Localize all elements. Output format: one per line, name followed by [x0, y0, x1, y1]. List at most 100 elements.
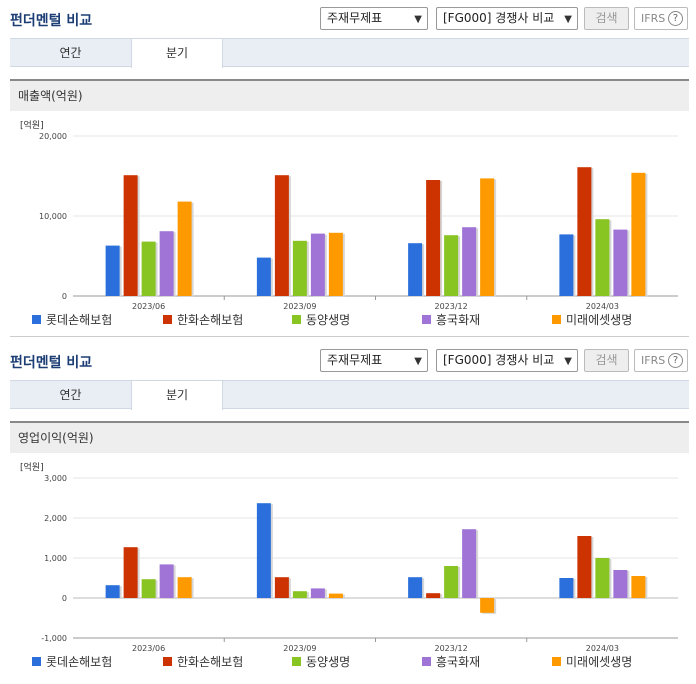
legend-swatch [32, 657, 41, 666]
legend-swatch [292, 657, 301, 666]
bar [613, 229, 628, 296]
legend-label: 흥국화재 [436, 655, 481, 669]
peer-select-value: [FG000] 경쟁사 비교 [443, 11, 555, 25]
tab-annual[interactable]: 연간 [59, 388, 82, 402]
bar [462, 227, 477, 296]
ifrs-label: IFRS [641, 12, 666, 25]
bar [256, 503, 271, 598]
bar [577, 167, 592, 296]
legend-label: 동양생명 [306, 313, 351, 327]
bar [105, 585, 120, 598]
legend-item[interactable]: 미래에셋생명 [552, 655, 632, 669]
bar [328, 593, 343, 598]
bar [274, 175, 289, 296]
y-tick-label: 0 [62, 292, 67, 301]
bar [256, 257, 271, 296]
y-tick-label: 0 [62, 594, 67, 603]
help-icon[interactable]: ? [668, 11, 683, 26]
chevron-down-icon: ▼ [564, 356, 572, 367]
bar [123, 547, 138, 598]
x-tick-label: 2023/09 [283, 302, 316, 311]
bar [480, 178, 495, 296]
legend-swatch [163, 315, 172, 324]
bar [310, 588, 325, 598]
search-button[interactable]: 검색 [584, 7, 629, 30]
fundamental-panel-2: 펀더멘털 비교 주재무제표 ▼ [FG000] 경쟁사 비교 ▼ 검색 IFRS? … [0, 342, 696, 684]
bar [444, 235, 459, 296]
legend-swatch [422, 657, 431, 666]
legend-item[interactable]: 롯데손해보험 [32, 655, 112, 669]
bar [444, 566, 459, 598]
legend-swatch [163, 657, 172, 666]
y-tick-label: -1,000 [41, 634, 67, 643]
bar [559, 234, 574, 296]
legend-item[interactable]: 한화손해보험 [163, 313, 243, 327]
peer-select[interactable]: [FG000] 경쟁사 비교 ▼ [436, 349, 578, 372]
bar [613, 570, 628, 598]
legend-item[interactable]: 동양생명 [292, 655, 350, 669]
legend-label: 흥국화재 [436, 313, 481, 327]
bar [462, 529, 477, 598]
tab-quarterly[interactable]: 분기 [131, 381, 223, 410]
ifrs-button[interactable]: IFRS? [634, 7, 688, 30]
bar [631, 576, 646, 598]
x-tick-label: 2023/12 [435, 644, 468, 653]
bar [159, 564, 174, 598]
legend-label: 한화손해보험 [177, 313, 244, 327]
y-tick-label: 10,000 [39, 212, 67, 221]
operating-profit-chart: -1,000 0 1,000 2,000 3,000 2023/06 2023/09 2023… [41, 474, 678, 653]
panel-title: 펀더멘털 비교 [10, 355, 93, 371]
unit-label: [억원] [20, 463, 44, 473]
legend-item[interactable]: 흥국화재 [422, 655, 480, 669]
bar [105, 245, 120, 296]
statement-select[interactable]: 주재무제표 ▼ [320, 349, 428, 372]
legend-item[interactable]: 롯데손해보험 [32, 313, 112, 327]
bar [274, 577, 289, 598]
statement-select[interactable]: 주재무제표 ▼ [320, 7, 428, 30]
legend-item[interactable]: 동양생명 [292, 313, 350, 327]
unit-label: [억원] [20, 121, 44, 131]
bar [595, 558, 610, 598]
peer-select-value: [FG000] 경쟁사 비교 [443, 353, 555, 367]
ifrs-button[interactable]: IFRS? [634, 349, 688, 372]
bar [177, 201, 192, 296]
legend-swatch [552, 315, 561, 324]
bar [426, 180, 441, 296]
x-tick-label: 2024/03 [586, 302, 619, 311]
bar [177, 577, 192, 598]
revenue-chart: 0 10,000 20,000 2023/06 2023/09 2023/12 2024/0… [39, 132, 678, 311]
y-tick-label: 20,000 [39, 132, 67, 141]
bar [141, 579, 156, 598]
legend-label: 롯데손해보험 [46, 313, 113, 327]
bar [577, 536, 592, 598]
bar [595, 219, 610, 296]
tab-quarterly[interactable]: 분기 [131, 39, 223, 68]
statement-select-value: 주재무제표 [327, 11, 383, 25]
y-tick-label: 3,000 [44, 474, 67, 483]
legend-item[interactable]: 흥국화재 [422, 313, 480, 327]
bar [408, 243, 423, 296]
search-button[interactable]: 검색 [584, 349, 629, 372]
x-tick-label: 2023/06 [132, 644, 165, 653]
section-header: 영업이익(억원) [10, 421, 689, 453]
bar [480, 598, 495, 613]
legend-swatch [422, 315, 431, 324]
fundamental-panel-1: 펀더멘털 비교 주재무제표 ▼ [FG000] 경쟁사 비교 ▼ 검색 IFRS? … [0, 7, 696, 337]
bar [123, 175, 138, 296]
tab-annual[interactable]: 연간 [59, 46, 82, 60]
peer-select[interactable]: [FG000] 경쟁사 비교 ▼ [436, 7, 578, 30]
bar [328, 232, 343, 296]
legend-item[interactable]: 한화손해보험 [163, 655, 243, 669]
ifrs-label: IFRS [641, 354, 666, 367]
statement-select-value: 주재무제표 [327, 353, 383, 367]
legend-label: 미래에셋생명 [566, 655, 633, 669]
legend-label: 동양생명 [306, 655, 351, 669]
chevron-down-icon: ▼ [564, 14, 572, 25]
chart-legend: 롯데손해보험 한화손해보험 동양생명 흥국화재 미래에셋생명 [0, 655, 696, 671]
legend-item[interactable]: 미래에셋생명 [552, 313, 632, 327]
chart-legend: 롯데손해보험 한화손해보험 동양생명 흥국화재 미래에셋생명 [0, 313, 696, 329]
x-tick-label: 2023/12 [435, 302, 468, 311]
legend-swatch [552, 657, 561, 666]
bar [408, 577, 423, 598]
help-icon[interactable]: ? [668, 353, 683, 368]
